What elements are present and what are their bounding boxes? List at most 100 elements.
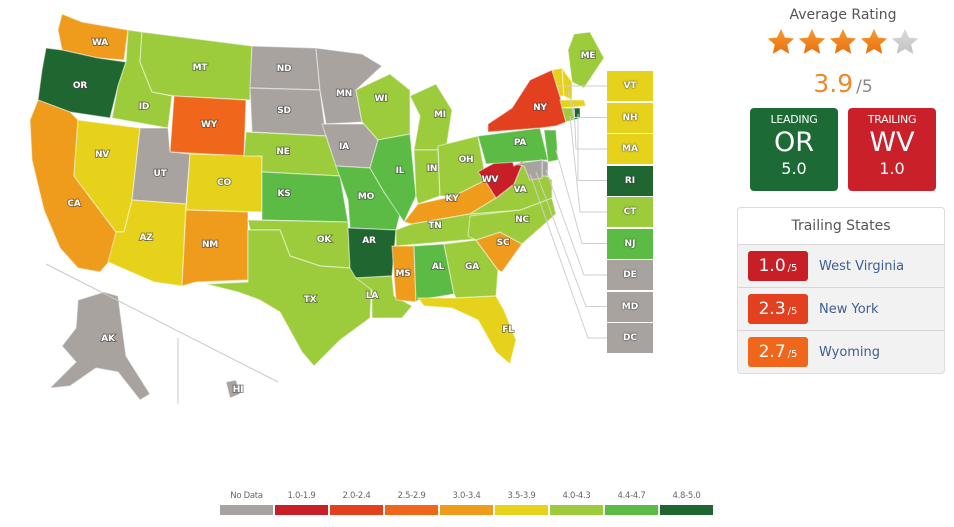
state-ak[interactable] <box>48 291 151 401</box>
small-state-dc[interactable]: DC <box>607 323 653 353</box>
state-tx[interactable] <box>205 229 373 367</box>
rating-badge: 2.7/5 <box>748 337 808 367</box>
legend-label: 3.0-3.4 <box>452 491 481 501</box>
state-label-ca: CA <box>67 199 80 209</box>
state-il[interactable] <box>369 133 417 224</box>
state-label-ak: AK <box>101 334 116 344</box>
leader-line-dc <box>529 173 607 339</box>
trailing-state-row[interactable]: 2.7/5 Wyoming <box>738 330 944 373</box>
state-name-link[interactable]: West Virginia <box>819 258 905 274</box>
legend-item: 2.5-2.9 <box>385 491 438 515</box>
state-wa[interactable] <box>57 13 129 61</box>
legend-swatch <box>605 505 658 515</box>
state-fl[interactable] <box>416 295 517 366</box>
state-label-az: AZ <box>139 233 153 243</box>
leader-line-ct <box>569 115 607 213</box>
state-label-co: CO <box>217 178 231 188</box>
star-rating <box>737 27 949 57</box>
legend-swatch <box>550 505 603 515</box>
state-name-link[interactable]: Wyoming <box>819 344 881 360</box>
small-state-ri[interactable]: RI <box>607 165 653 196</box>
state-label-il: IL <box>396 166 405 176</box>
state-al[interactable] <box>413 243 455 304</box>
state-label-sd: SD <box>277 106 291 116</box>
state-ms[interactable] <box>391 245 417 303</box>
rating-badge: 2.3/5 <box>748 294 808 324</box>
state-nc[interactable] <box>467 197 557 245</box>
leader-line-ma <box>573 103 607 150</box>
legend-swatch <box>660 505 713 515</box>
state-hi[interactable] <box>225 379 241 399</box>
state-label-nc: NC <box>515 215 529 225</box>
state-label-tn: TN <box>428 221 441 231</box>
legend-item: 4.4-4.7 <box>605 491 658 515</box>
state-label-mo: MO <box>358 192 375 202</box>
rating-value: 2.7 <box>758 342 786 362</box>
small-state-nh[interactable]: NH <box>607 102 653 133</box>
legend-swatch <box>330 505 383 515</box>
small-state-de[interactable]: DE <box>607 260 653 290</box>
state-label-ga: GA <box>465 262 479 272</box>
legend-item: 3.5-3.9 <box>495 491 548 515</box>
state-label-ia: IA <box>339 142 349 152</box>
legend-item: 3.0-3.4 <box>440 491 493 515</box>
legend-swatch <box>220 505 273 515</box>
state-label-ks: KS <box>277 189 290 199</box>
trailing-states-card: Trailing States 1.0/5 West Virginia 2.3/… <box>737 207 945 374</box>
rating-value: 2.3 <box>758 299 786 319</box>
state-label-wa: WA <box>92 38 108 48</box>
state-name-link[interactable]: New York <box>819 301 879 317</box>
trailing-label: TRAILING <box>867 113 917 126</box>
leader-line-nh <box>567 89 607 118</box>
state-az[interactable] <box>107 199 187 287</box>
state-label-nv: NV <box>95 150 109 160</box>
small-state-ma[interactable]: MA <box>607 134 653 164</box>
us-map-svg: WA OR CA ID NV MT WY UT CO AZ NM ND SD NE KS OK TX MN IA MO… <box>29 13 607 404</box>
state-la[interactable] <box>354 275 413 319</box>
legend-item: 4.8-5.0 <box>660 491 713 515</box>
small-state-vt[interactable]: VT <box>607 71 653 101</box>
legend-label: No Data <box>230 491 263 501</box>
trailing-state-row[interactable]: 2.3/5 New York <box>738 287 944 330</box>
state-label-la: LA <box>366 291 379 301</box>
state-ks[interactable] <box>261 171 349 223</box>
state-ma[interactable] <box>559 99 587 109</box>
average-score-suffix: /5 <box>856 77 873 97</box>
leading-state-card[interactable]: LEADING OR 5.0 <box>750 108 838 191</box>
state-label-sc: SC <box>497 238 510 248</box>
state-label-mn: MN <box>336 89 352 99</box>
state-label-ok: OK <box>317 235 332 245</box>
state-nm[interactable] <box>181 209 249 287</box>
state-nj[interactable] <box>543 129 559 163</box>
trailing-state-card[interactable]: TRAILING WV 1.0 <box>848 108 936 191</box>
trailing-state-row[interactable]: 1.0/5 West Virginia <box>738 244 944 287</box>
state-label-me: ME <box>581 51 596 61</box>
state-label-oh: OH <box>459 155 474 165</box>
leader-line-nj <box>555 149 607 244</box>
trailing-state: WV <box>869 127 915 158</box>
legend-label: 4.0-4.3 <box>562 491 591 501</box>
state-label-nm: NM <box>202 240 218 250</box>
state-me[interactable] <box>567 31 605 89</box>
state-or[interactable] <box>37 47 127 119</box>
legend-swatch <box>385 505 438 515</box>
legend-item: 1.0-1.9 <box>275 491 328 515</box>
small-state-md[interactable]: MD <box>607 291 653 322</box>
state-label-ne: NE <box>276 147 289 157</box>
us-ratings-map: WA OR CA ID NV MT WY UT CO AZ NM ND SD NE KS OK TX MN IA MO… <box>29 13 653 404</box>
state-label-wv: WV <box>482 175 499 185</box>
state-md[interactable] <box>513 159 543 181</box>
small-state-nj[interactable]: NJ <box>607 228 653 259</box>
leader-line-de <box>545 169 607 276</box>
star-empty-icon <box>891 28 919 54</box>
state-label-hi: HI <box>233 385 243 395</box>
legend-swatch <box>495 505 548 515</box>
rating-value: 1.0 <box>758 256 786 276</box>
small-state-ct[interactable]: CT <box>607 197 653 227</box>
leading-state: OR <box>773 127 814 158</box>
star-filled-icon <box>798 28 826 54</box>
trailing-value: 1.0 <box>879 159 905 178</box>
state-in[interactable] <box>413 149 441 205</box>
state-label-va: VA <box>514 185 527 195</box>
star-filled-icon <box>829 28 857 54</box>
